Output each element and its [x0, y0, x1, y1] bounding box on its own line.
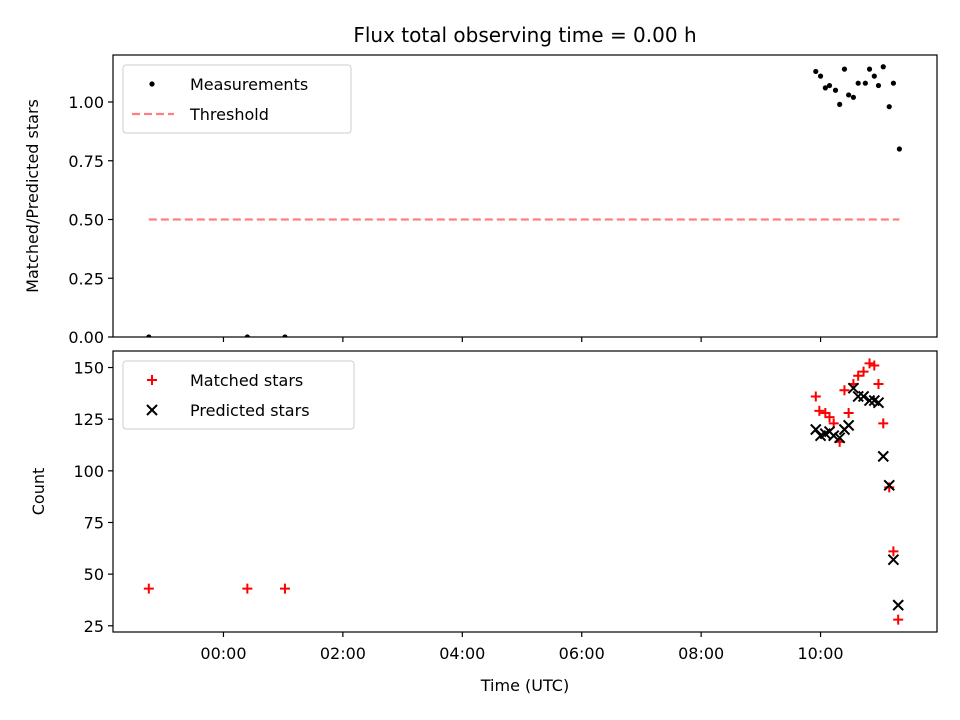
- counts-y-axis-label: Count: [29, 468, 48, 516]
- y-tick-label: 75: [84, 513, 104, 532]
- matched-stars-point: [893, 614, 904, 625]
- measurements-point: [875, 82, 882, 89]
- measurements-point: [146, 334, 152, 337]
- legend-label: Predicted stars: [190, 401, 310, 420]
- legend-label: Matched stars: [190, 371, 303, 390]
- measurements-point: [282, 334, 288, 337]
- counts-axes-frame: [112, 350, 938, 633]
- matched-stars-point: [279, 583, 290, 594]
- measurements-point: [855, 80, 861, 86]
- matched-stars-point: [824, 412, 835, 423]
- predicted-stars-point: [892, 599, 904, 611]
- series-measurements: [146, 64, 902, 337]
- y-tick-label: 150: [73, 359, 104, 378]
- predicted-stars-point: [877, 450, 889, 463]
- matched-stars-point: [858, 366, 869, 377]
- measurements-point: [886, 104, 892, 110]
- matched-stars-point: [869, 360, 880, 371]
- measurements-point: [832, 87, 839, 93]
- y-tick-label: 50: [84, 565, 104, 584]
- y-tick-label: 125: [73, 410, 104, 429]
- measurements-point: [826, 82, 833, 89]
- measurements-point: [244, 334, 250, 337]
- measurements-point: [890, 80, 897, 86]
- measurements-point: [866, 66, 873, 72]
- x-tick-label: 04:00: [439, 644, 485, 663]
- matched-stars-point: [242, 583, 253, 594]
- y-tick-label: 0.25: [68, 269, 104, 288]
- matched-stars-point: [143, 583, 154, 594]
- predicted-stars-point: [872, 396, 885, 409]
- legend-matched-stars-swatch: [147, 375, 157, 385]
- y-tick-label: 25: [84, 617, 104, 636]
- matched-stars-point: [873, 379, 884, 390]
- predicted-stars-point: [847, 382, 860, 394]
- measurements-point: [896, 146, 902, 152]
- ratio-data: [146, 64, 902, 337]
- y-tick-label: 0.00: [68, 328, 104, 347]
- measurements-point: [850, 94, 857, 100]
- x-tick-label: 00:00: [200, 644, 246, 663]
- measurements-point: [822, 85, 828, 91]
- x-tick-label: 02:00: [320, 644, 366, 663]
- matched-stars-point: [843, 407, 854, 418]
- legend-label: Measurements: [190, 75, 308, 94]
- series-predicted-stars: [810, 382, 904, 611]
- measurements-point: [871, 73, 877, 79]
- x-tick-label: 08:00: [678, 644, 724, 663]
- predicted-stars-point: [810, 423, 822, 436]
- matched-stars-point: [810, 391, 821, 402]
- matched-stars-point: [878, 418, 889, 429]
- panel-ratio: 0.00 0.25 0.50 0.75 1.00 Matched/Predicted st…: [23, 54, 938, 347]
- matched-stars-point: [814, 405, 825, 416]
- predicted-stars-point: [887, 553, 900, 566]
- measurements-point: [817, 73, 824, 79]
- predicted-stars-point: [863, 394, 876, 407]
- panel-counts: 25 50 75 100 125 150 00:00 02:00 04:00 06:00 08:00…: [29, 350, 938, 663]
- predicted-stars-point: [857, 390, 870, 403]
- ratio-axes-frame: [112, 54, 938, 338]
- measurements-point: [841, 66, 848, 72]
- predicted-stars-point: [842, 419, 855, 432]
- legend-predicted-stars-swatch: [146, 404, 158, 416]
- counts-legend: Matched stars Predicted stars: [122, 360, 355, 430]
- measurements-point: [837, 101, 843, 107]
- legend-label: Threshold: [189, 105, 269, 124]
- legend-measurements-swatch: [149, 81, 155, 87]
- matched-stars-point: [853, 370, 864, 381]
- measurements-point: [846, 92, 852, 98]
- measurements-point: [813, 68, 819, 75]
- matched-stars-point: [888, 546, 899, 557]
- y-tick-label: 0.75: [68, 152, 104, 171]
- ratio-y-axis-label: Matched/Predicted stars: [23, 99, 42, 293]
- x-tick-label: 10:00: [798, 644, 844, 663]
- x-axis-label: Time (UTC): [480, 676, 569, 695]
- y-tick-label: 0.50: [68, 211, 104, 230]
- predicted-stars-point: [833, 432, 846, 444]
- predicted-stars-point: [883, 479, 895, 492]
- measurements-point: [880, 64, 886, 70]
- y-tick-label: 1.00: [68, 93, 104, 112]
- chart-title: Flux total observing time = 0.00 h: [353, 23, 696, 47]
- y-tick-label: 100: [73, 462, 104, 481]
- x-tick-label: 06:00: [559, 644, 605, 663]
- counts-data: [143, 358, 904, 625]
- matched-stars-point: [839, 385, 850, 396]
- ratio-legend: Measurements Threshold: [122, 64, 352, 134]
- measurements-point: [862, 80, 868, 86]
- matched-stars-point: [884, 482, 895, 493]
- matched-stars-point: [864, 358, 875, 369]
